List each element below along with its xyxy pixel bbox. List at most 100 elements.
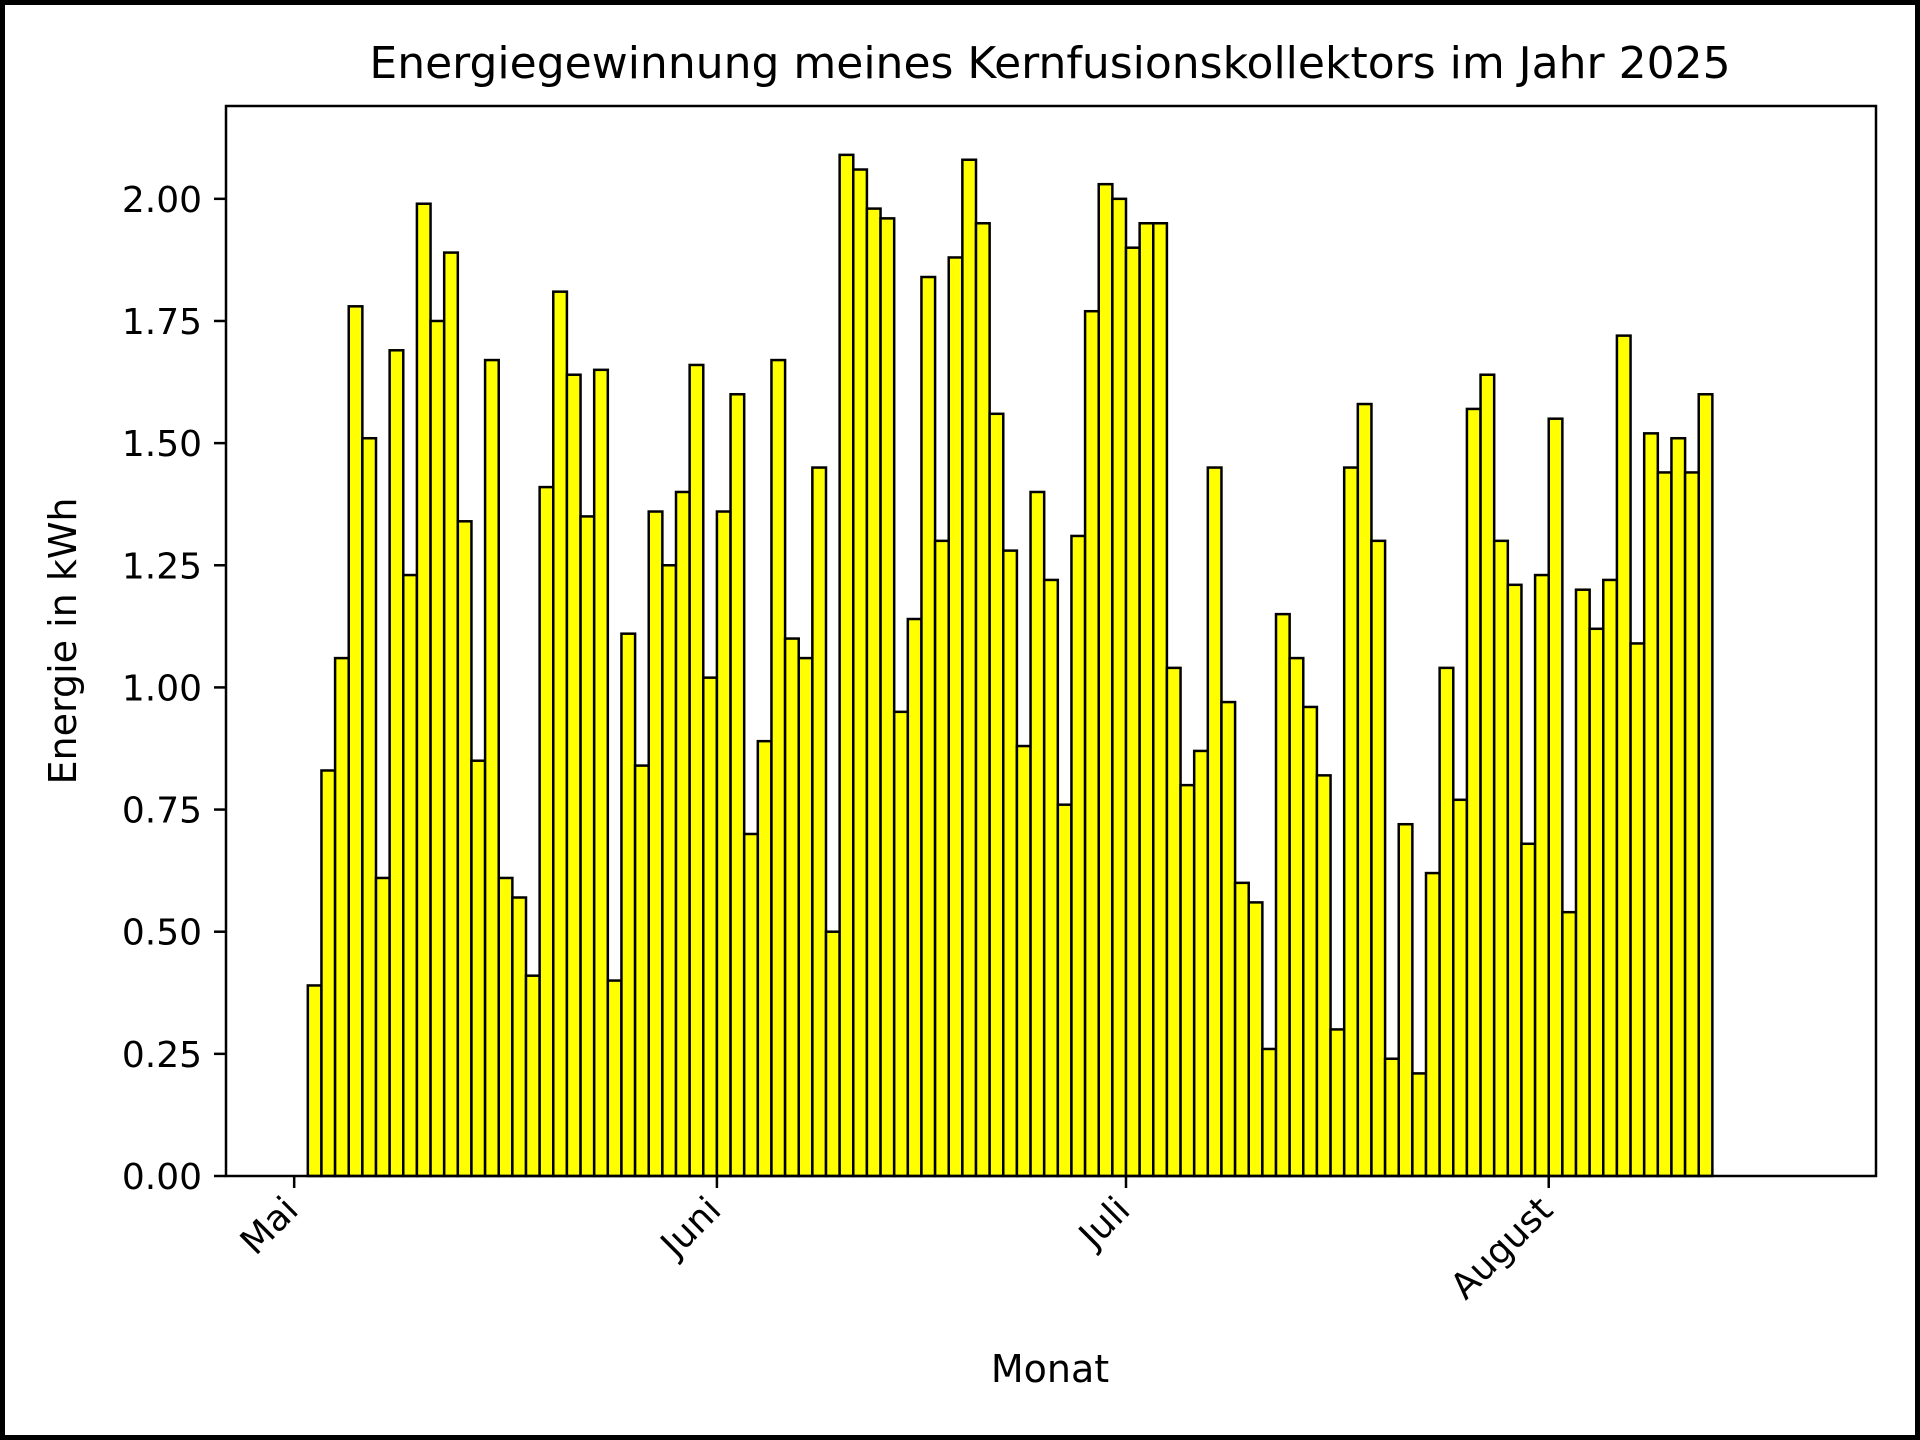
- bar: [988, 412, 1005, 1178]
- bar: [947, 256, 964, 1178]
- bar: [1697, 393, 1714, 1178]
- y-tick-label: 0.75: [122, 791, 202, 832]
- bar: [1042, 578, 1060, 1178]
- bar: [906, 617, 923, 1178]
- bar: [1615, 334, 1632, 1178]
- bar: [770, 358, 787, 1178]
- bar: [1274, 612, 1291, 1178]
- bar: [1629, 642, 1646, 1178]
- bar: [1533, 573, 1550, 1178]
- bar: [729, 393, 746, 1178]
- bar: [892, 710, 910, 1178]
- bar: [1056, 803, 1073, 1178]
- bar: [620, 632, 637, 1178]
- bar: [1247, 901, 1264, 1178]
- bar: [1233, 881, 1250, 1178]
- bar: [1002, 549, 1019, 1178]
- bar: [1465, 407, 1482, 1178]
- bar: [1083, 309, 1100, 1178]
- bar: [742, 832, 760, 1178]
- bar: [688, 363, 705, 1178]
- bar: [974, 222, 991, 1178]
- bar: [1111, 197, 1128, 1178]
- bar: [824, 930, 841, 1178]
- bar: [811, 466, 828, 1178]
- bar: [1152, 222, 1169, 1178]
- bar: [429, 319, 446, 1178]
- x-tick-label: Juni: [652, 1189, 729, 1266]
- bar: [1452, 798, 1469, 1178]
- bar: [661, 564, 678, 1178]
- x-axis: Mai Juni Juli August: [233, 1176, 1561, 1307]
- bar: [374, 876, 391, 1178]
- bar: [702, 676, 719, 1178]
- bar: [879, 217, 896, 1178]
- bar: [1424, 871, 1441, 1178]
- bar: [1302, 705, 1319, 1178]
- bar: [1097, 182, 1114, 1178]
- bar: [524, 974, 541, 1178]
- bar: [456, 520, 473, 1178]
- bar: [1479, 373, 1496, 1178]
- bar: [1411, 1072, 1428, 1178]
- bar: [592, 368, 610, 1178]
- bar: [961, 158, 978, 1178]
- bar: [552, 290, 569, 1178]
- bar: [320, 769, 337, 1178]
- bars: [306, 153, 1714, 1178]
- bar: [565, 373, 582, 1178]
- x-tick-label: Juli: [1070, 1189, 1138, 1257]
- bar: [1315, 774, 1332, 1178]
- bar: [1642, 432, 1660, 1178]
- bar: [1220, 700, 1237, 1178]
- x-tick-label: Mai: [233, 1189, 307, 1263]
- bar: [1015, 744, 1032, 1178]
- y-axis-label: Energie in kWh: [41, 498, 85, 785]
- bar: [1370, 539, 1387, 1178]
- bar: [852, 168, 869, 1178]
- y-tick-label: 1.50: [122, 424, 202, 465]
- y-tick-label: 1.00: [122, 668, 202, 709]
- bar: [1029, 490, 1046, 1178]
- bar: [1383, 1057, 1400, 1178]
- y-tick-label: 1.25: [122, 546, 202, 587]
- bar: [865, 207, 882, 1178]
- y-tick-label: 0.25: [122, 1035, 202, 1076]
- bar: [756, 739, 773, 1178]
- plot-area-frame: [224, 104, 1878, 1178]
- bar: [1670, 436, 1687, 1178]
- bar: [1438, 666, 1455, 1178]
- bar: [797, 656, 814, 1178]
- bar: [538, 485, 555, 1178]
- x-tick-label: August: [1443, 1189, 1561, 1307]
- bar: [347, 305, 364, 1178]
- bar: [442, 251, 460, 1178]
- bar: [402, 573, 419, 1178]
- bar: [361, 436, 378, 1178]
- bar: [1397, 822, 1414, 1178]
- bar: [674, 490, 691, 1178]
- bar: [1561, 910, 1578, 1178]
- bar: [838, 153, 855, 1178]
- bar: [1138, 222, 1155, 1178]
- bar: [333, 656, 350, 1178]
- bar: [715, 510, 732, 1178]
- bar: [920, 275, 937, 1178]
- bar: [470, 759, 487, 1178]
- bar: [1192, 749, 1210, 1178]
- bar: [1656, 471, 1673, 1178]
- chart-title: Energiegewinnung meines Kernfusionskolle…: [369, 38, 1730, 89]
- bar: [1206, 466, 1223, 1178]
- bar: [1547, 417, 1564, 1178]
- bar: [633, 764, 650, 1178]
- bar: [1179, 783, 1196, 1178]
- bar: [388, 349, 405, 1178]
- y-tick-label: 0.50: [122, 913, 202, 954]
- bar: [415, 202, 432, 1178]
- bar: [1165, 666, 1182, 1178]
- bar: [1070, 534, 1087, 1178]
- x-axis-label: Monat: [991, 1347, 1109, 1391]
- bar: [1288, 656, 1305, 1178]
- bar: [1124, 246, 1141, 1178]
